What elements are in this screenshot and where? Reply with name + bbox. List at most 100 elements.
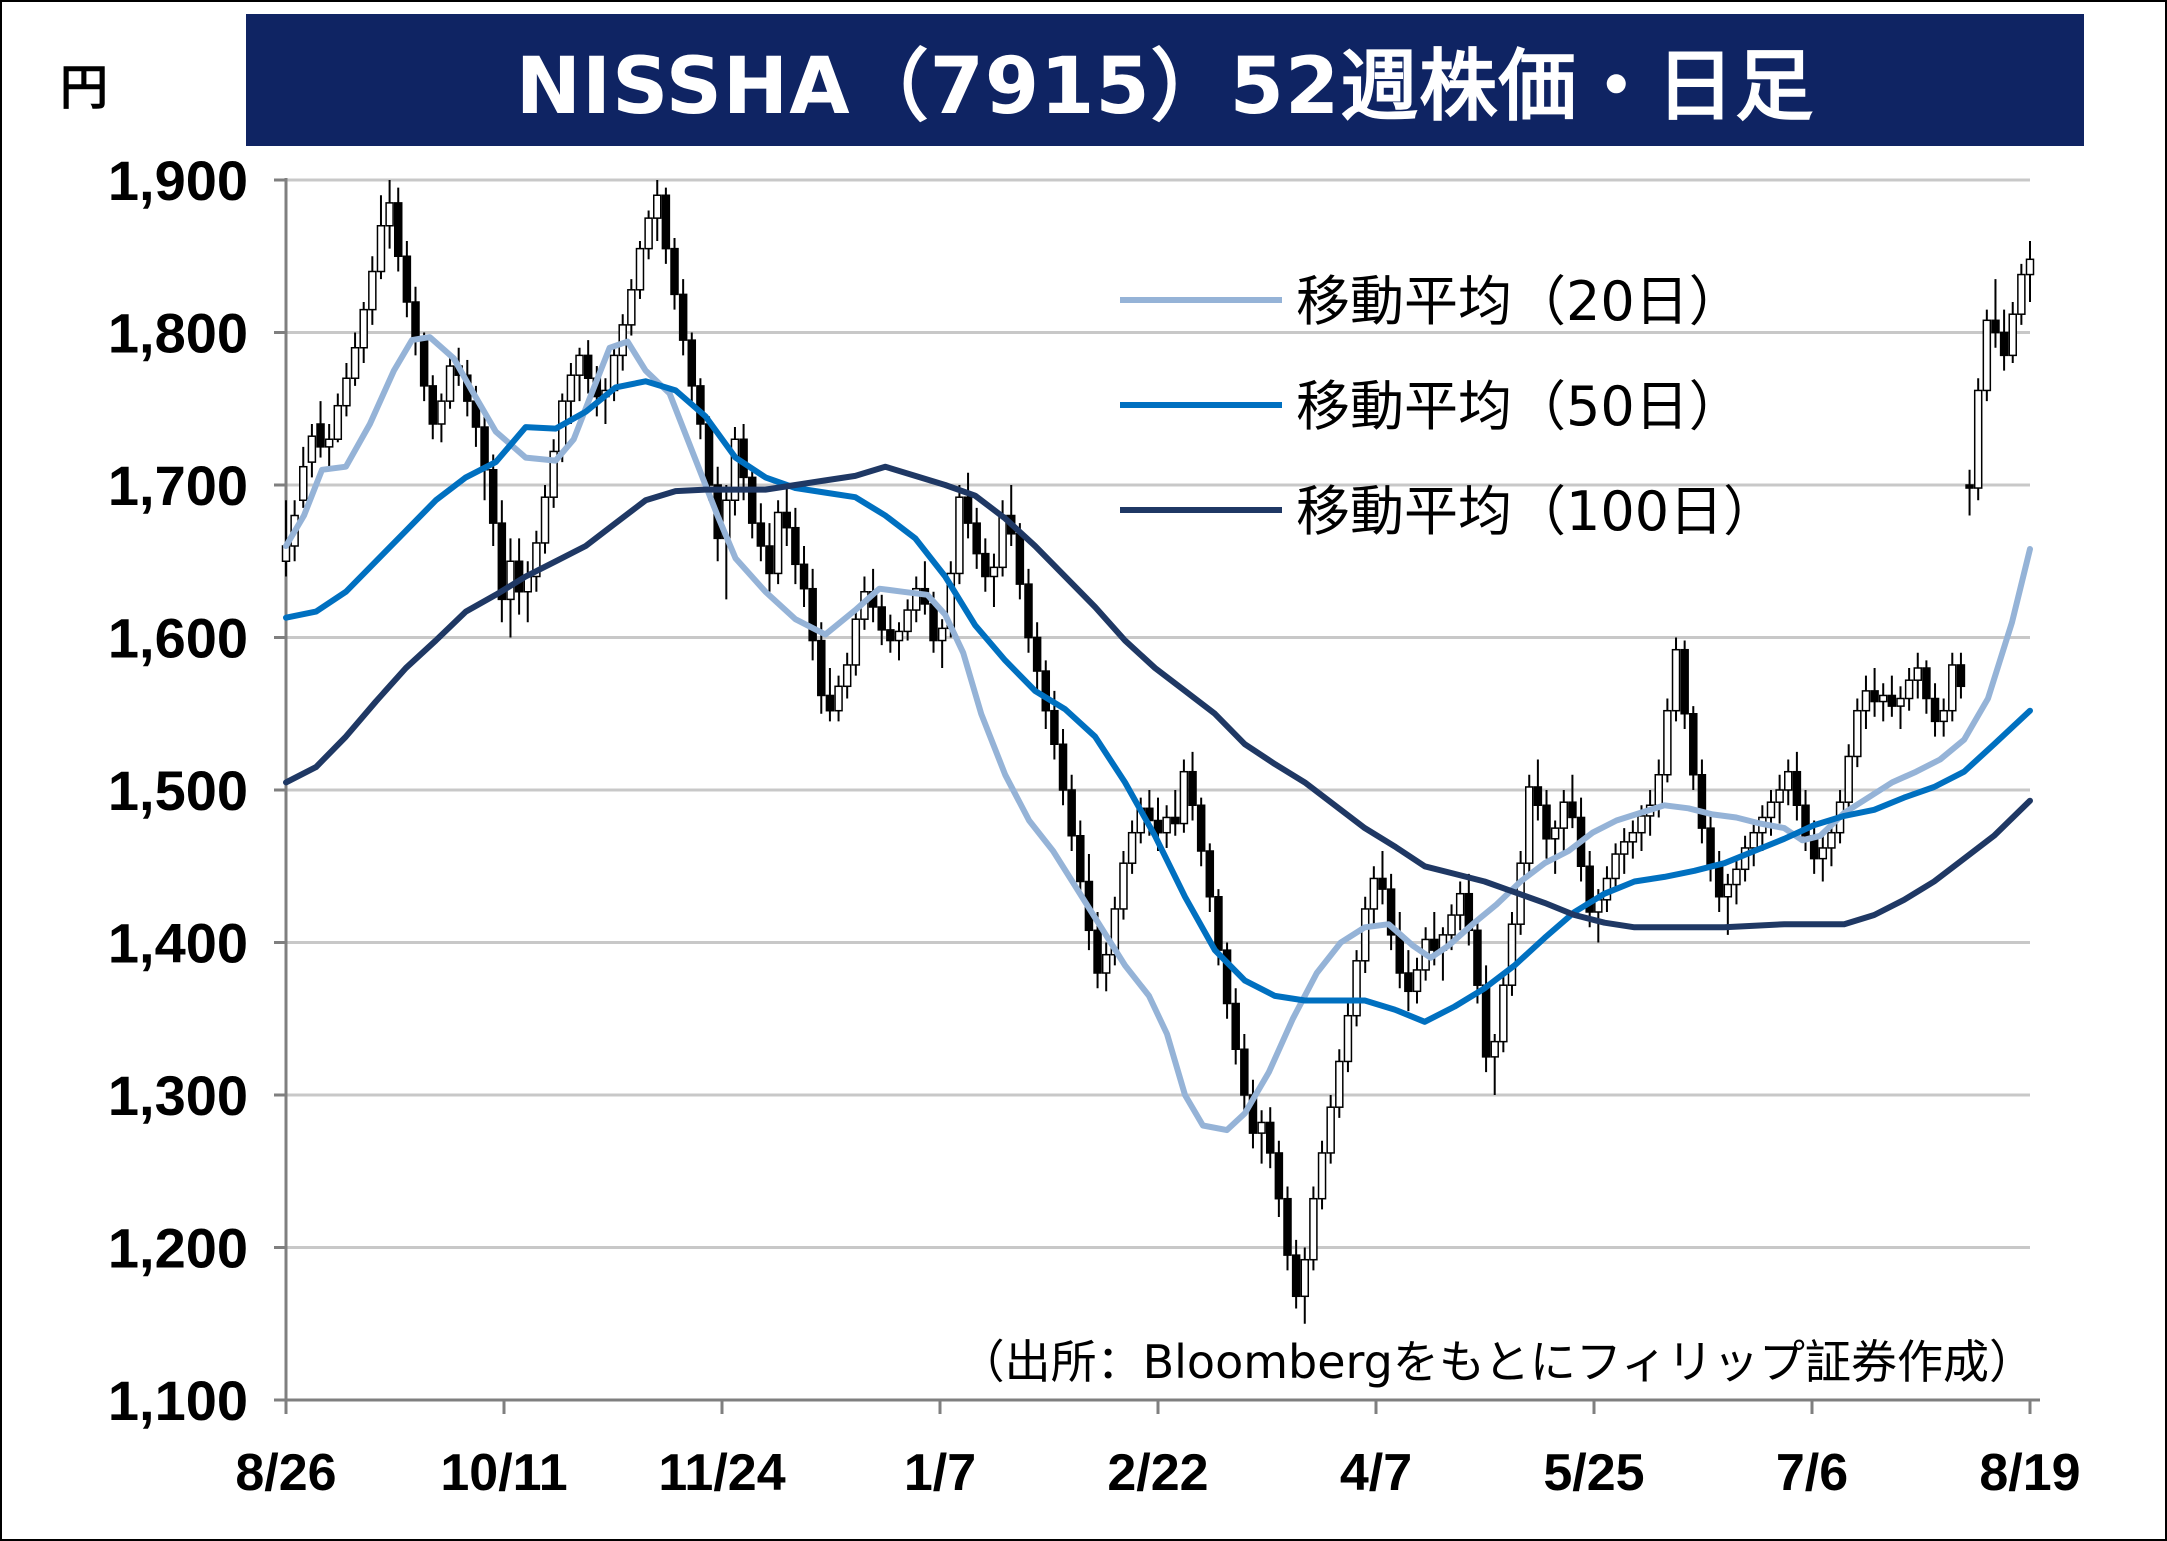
candle: [445, 355, 455, 409]
candle-body: [1205, 850, 1215, 898]
candle: [886, 614, 895, 653]
candle: [1369, 866, 1379, 928]
candle: [1671, 637, 1681, 722]
candle: [903, 599, 912, 641]
candle-body: [488, 469, 498, 524]
candle-body: [1775, 789, 1784, 803]
candle: [981, 538, 990, 592]
candle: [989, 553, 999, 607]
candle-body: [428, 385, 438, 425]
candle-body: [1766, 801, 1776, 819]
candle-body: [955, 496, 964, 575]
candle-body: [1058, 743, 1068, 791]
candle: [393, 187, 403, 272]
candle-body: [506, 560, 515, 601]
candle-body: [445, 365, 455, 402]
candle: [1283, 1186, 1292, 1271]
candle: [1265, 1107, 1275, 1169]
candle-body: [1706, 827, 1715, 867]
x-tick-labels: 8/26 10/11 11/24 1/7 2/22 4/7 5/25 7/6 8/19: [235, 1444, 2080, 1502]
candle-body: [1171, 816, 1180, 825]
candle: [1507, 912, 1517, 996]
candle: [644, 210, 653, 260]
candle-body: [1948, 664, 1957, 712]
candle: [1689, 706, 1698, 790]
candle-body: [1697, 774, 1707, 829]
candle-body: [1335, 1060, 1344, 1108]
candle-body: [1844, 755, 1853, 803]
candle-body: [1447, 914, 1456, 936]
candle: [1162, 805, 1171, 848]
candle: [955, 485, 964, 585]
candle-body: [747, 476, 757, 524]
candle: [1240, 1034, 1249, 1111]
y-tick-label: 1,500: [108, 759, 248, 822]
candle: [1222, 942, 1232, 1019]
candle: [1930, 683, 1940, 737]
candle-body: [1878, 694, 1888, 703]
candle: [1663, 698, 1672, 783]
candle: [1878, 683, 1888, 722]
candle-body: [877, 606, 886, 631]
candle: [1533, 759, 1543, 821]
candle-body: [1309, 1197, 1318, 1261]
candle: [1058, 729, 1068, 806]
candle-body: [1119, 862, 1128, 910]
candle: [661, 187, 671, 264]
candle-body: [652, 194, 662, 219]
candle-body: [704, 423, 714, 486]
candle-body: [307, 435, 317, 463]
candle: [1999, 309, 2009, 371]
candle-body: [886, 629, 895, 642]
candle-body: [1870, 690, 1879, 703]
y-tick-label: 1,200: [108, 1217, 248, 1280]
candle-body: [1024, 583, 1033, 639]
candle-body: [989, 566, 999, 578]
candle: [307, 424, 317, 478]
candle-body: [385, 202, 394, 227]
candle: [1412, 957, 1422, 1004]
candle: [1119, 851, 1128, 920]
candle: [912, 576, 921, 623]
candle-body: [1231, 1002, 1240, 1050]
candle-body: [1412, 969, 1422, 993]
candle: [368, 256, 377, 325]
candle: [1784, 759, 1793, 806]
candle-body: [1749, 831, 1758, 849]
candle-body: [2017, 273, 2026, 315]
candle: [1585, 851, 1594, 928]
candle: [333, 393, 343, 443]
candle-body: [1076, 835, 1085, 883]
candle: [1378, 851, 1387, 905]
candle-body: [627, 289, 636, 326]
candle: [583, 340, 593, 394]
candle: [756, 503, 766, 562]
candle: [1188, 751, 1197, 821]
chart-title: NISSHA（7915）52週株価・日足: [515, 42, 1815, 132]
candle-body: [670, 247, 679, 296]
candle: [1524, 774, 1534, 874]
candle-body: [1723, 883, 1733, 898]
y-tick-label: 1,800: [108, 302, 248, 365]
candle-body: [1291, 1254, 1301, 1298]
candle: [488, 454, 498, 546]
ma100-line: [283, 463, 2033, 931]
candle: [825, 668, 835, 722]
candle: [773, 500, 783, 585]
candle-body: [1032, 636, 1042, 672]
candle: [497, 500, 507, 623]
candle-body: [1542, 804, 1551, 840]
candle-body: [894, 630, 904, 642]
candle: [687, 332, 697, 402]
candle-body: [532, 542, 541, 578]
candle: [1179, 759, 1189, 833]
candle-body: [540, 496, 550, 544]
candle: [376, 195, 386, 280]
candle-body: [773, 511, 783, 575]
candle: [1922, 660, 1931, 714]
candle: [635, 241, 645, 299]
candle: [1490, 1034, 1499, 1095]
candle-body: [324, 438, 334, 448]
moving-averages: [283, 334, 2033, 1134]
